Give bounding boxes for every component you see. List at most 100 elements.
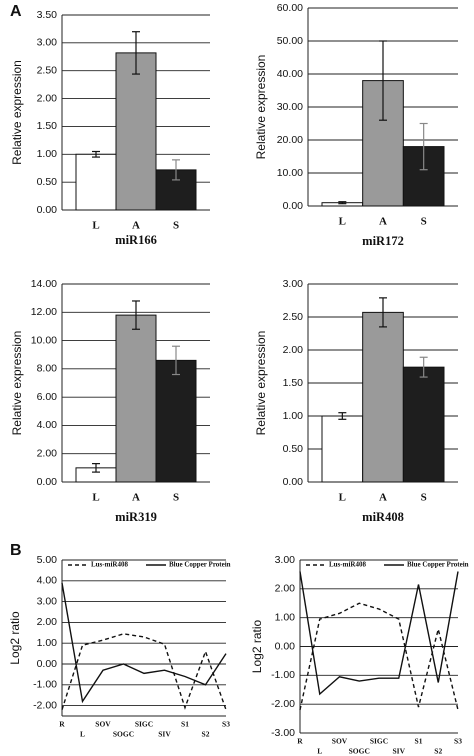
x-tick-label: L [339, 492, 346, 504]
x-tick-label: S1 [181, 720, 189, 729]
x-tick-label: A [379, 216, 387, 228]
y-tick-label: 0.50 [283, 443, 304, 455]
panel-label: B [10, 542, 22, 559]
x-tick-label: L [92, 220, 99, 232]
panel-label: A [10, 3, 22, 20]
y-axis-label: Log2 ratio [8, 611, 22, 665]
x-tick-label: L [80, 730, 85, 739]
x-tick-label: SOV [95, 720, 111, 729]
y-tick-label: 0.00 [283, 476, 304, 488]
error-bar [419, 122, 428, 171]
y-tick-label: 3.00 [283, 278, 304, 290]
y-tick-label: 10.00 [277, 167, 303, 179]
error-bar [379, 40, 387, 121]
x-tick-label: L [339, 216, 346, 228]
error-bar [338, 412, 347, 420]
bar [362, 311, 404, 483]
error-bar [172, 159, 180, 181]
y-tick-label: 3.00 [37, 37, 58, 49]
bar [115, 52, 157, 211]
y-axis-label: Relative expression [10, 60, 24, 165]
y-tick-label: 40.00 [277, 68, 303, 80]
y-tick-label: 3.00 [37, 595, 58, 607]
x-tick-label: S1 [415, 737, 423, 746]
y-tick-label: 8.00 [37, 363, 58, 375]
x-tick-label: L [317, 747, 322, 756]
x-tick-label: S [173, 220, 179, 232]
y-tick-label: -1.00 [33, 679, 57, 691]
y-tick-label: 1.50 [37, 120, 58, 132]
bar [321, 415, 364, 483]
bar [155, 359, 197, 483]
y-tick-label: 4.00 [37, 419, 58, 431]
y-tick-label: -3.00 [271, 727, 295, 739]
legend-label: Lus-miR408 [329, 561, 366, 569]
y-tick-label: 2.50 [37, 64, 58, 76]
x-tick-label: A [379, 492, 387, 504]
x-tick-label: S3 [454, 737, 462, 746]
y-tick-label: 1.00 [37, 637, 58, 649]
series-line [61, 582, 227, 704]
y-tick-label: 50.00 [277, 35, 303, 47]
x-axis-label: miR166 [115, 233, 157, 247]
y-tick-label: 10.00 [31, 334, 57, 346]
y-tick-label: 0.00 [275, 640, 296, 652]
y-tick-label: 60.00 [277, 2, 303, 14]
error-bar [92, 150, 100, 158]
y-tick-label: 0.00 [37, 204, 58, 216]
x-tick-label: SOGC [349, 747, 370, 756]
y-tick-label: 1.00 [283, 410, 304, 422]
y-tick-label: 5.00 [37, 554, 58, 566]
series-line [299, 571, 459, 696]
x-tick-label: S [421, 216, 427, 228]
y-tick-label: 3.00 [275, 554, 296, 566]
x-axis-label: miR408 [362, 510, 404, 524]
y-tick-label: -1.00 [271, 669, 295, 681]
y-tick-label: 0.00 [37, 658, 58, 670]
x-tick-label: SIV [158, 730, 171, 739]
x-tick-label: SIV [392, 747, 405, 756]
x-tick-label: S [421, 492, 427, 504]
series-line [61, 633, 227, 710]
y-tick-label: 2.00 [37, 92, 58, 104]
x-axis-label: miR172 [362, 234, 404, 248]
x-tick-label: S3 [222, 720, 230, 729]
error-bar [132, 31, 140, 75]
x-tick-label: R [297, 737, 303, 746]
y-tick-label: 2.00 [37, 447, 58, 459]
y-tick-label: 1.00 [275, 611, 296, 623]
x-tick-label: R [59, 720, 65, 729]
x-tick-label: S [173, 492, 179, 504]
error-bar [172, 345, 180, 376]
x-tick-label: S2 [202, 730, 210, 739]
y-tick-label: 2.00 [283, 344, 304, 356]
y-tick-label: 0.50 [37, 176, 58, 188]
y-tick-label: 20.00 [277, 134, 303, 146]
y-tick-label: 12.00 [31, 306, 57, 318]
y-tick-label: 0.00 [283, 200, 304, 212]
x-axis-label: miR319 [115, 510, 157, 524]
y-axis-label: Relative expression [254, 331, 268, 436]
y-axis-label: Relative expression [254, 55, 268, 160]
y-axis-label: Log2 ratio [250, 619, 264, 673]
y-tick-label: 1.00 [37, 148, 58, 160]
x-tick-label: A [132, 220, 140, 232]
x-tick-label: L [92, 492, 99, 504]
y-tick-label: 0.00 [37, 476, 58, 488]
y-tick-label: 14.00 [31, 278, 57, 290]
y-tick-label: -2.00 [271, 698, 295, 710]
y-tick-label: 3.50 [37, 9, 58, 21]
y-tick-label: 4.00 [37, 575, 58, 587]
error-bar [132, 300, 140, 330]
error-bar [92, 463, 100, 473]
y-axis-label: Relative expression [10, 331, 24, 436]
bar [115, 314, 157, 483]
y-tick-label: 30.00 [277, 101, 303, 113]
x-tick-label: SIGC [370, 737, 388, 746]
error-bar [379, 297, 387, 328]
bar [75, 153, 117, 211]
x-tick-label: SOV [332, 737, 348, 746]
x-tick-label: SIGC [135, 720, 153, 729]
x-tick-label: A [132, 492, 140, 504]
